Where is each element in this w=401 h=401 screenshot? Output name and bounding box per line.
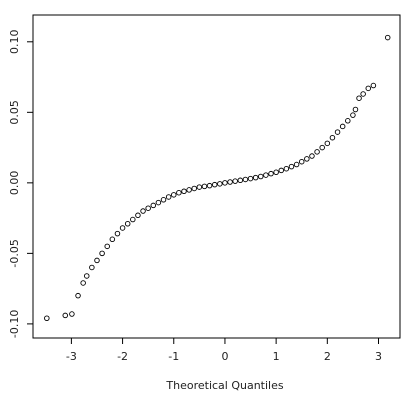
- point: [242, 176, 249, 183]
- point: [350, 112, 356, 118]
- point: [384, 34, 391, 41]
- point: [227, 179, 233, 185]
- point: [104, 243, 110, 250]
- point: [217, 181, 223, 187]
- point: [314, 149, 320, 155]
- point: [370, 82, 377, 89]
- y-tick-label: -0.10: [8, 310, 21, 338]
- point: [263, 172, 269, 178]
- x-axis-label: Theoretical Quantiles: [165, 379, 283, 392]
- point: [252, 174, 259, 181]
- point: [222, 180, 228, 186]
- x-tick-label: 0: [221, 350, 228, 363]
- point: [365, 85, 372, 92]
- point: [211, 181, 218, 188]
- point: [258, 173, 264, 180]
- point: [114, 230, 121, 237]
- point: [191, 185, 197, 192]
- point: [237, 177, 244, 184]
- point: [171, 192, 177, 198]
- point: [165, 194, 172, 200]
- point: [298, 158, 305, 165]
- point: [80, 280, 86, 286]
- point: [278, 167, 284, 174]
- point: [232, 178, 238, 184]
- point: [329, 134, 336, 141]
- y-tick-label: 0.00: [8, 171, 21, 196]
- point: [352, 106, 359, 113]
- point: [89, 264, 95, 271]
- point: [130, 216, 136, 223]
- point: [109, 236, 116, 243]
- plot-box: [32, 14, 401, 339]
- point: [140, 208, 146, 214]
- point: [268, 170, 274, 177]
- point: [145, 205, 151, 211]
- point: [309, 153, 315, 159]
- point: [94, 257, 100, 264]
- point: [288, 163, 295, 170]
- point: [44, 315, 50, 322]
- point: [283, 165, 290, 172]
- point: [356, 95, 362, 101]
- point: [324, 140, 331, 147]
- point: [124, 221, 131, 227]
- x-tick-label: -3: [66, 350, 77, 363]
- point: [181, 188, 187, 195]
- point: [99, 250, 105, 257]
- point: [206, 182, 213, 189]
- y-tick-label: -0.05: [8, 239, 21, 267]
- point: [186, 187, 192, 193]
- point: [247, 175, 254, 182]
- point: [69, 311, 75, 317]
- point: [119, 225, 126, 231]
- point: [135, 212, 141, 219]
- x-tick-label: -2: [117, 350, 128, 363]
- point: [293, 161, 300, 168]
- x-tick-label: -1: [168, 350, 179, 363]
- point: [319, 144, 325, 151]
- x-tick-label: 3: [375, 350, 382, 363]
- point: [334, 129, 341, 135]
- point: [62, 312, 68, 319]
- point: [150, 202, 157, 209]
- point: [201, 183, 208, 190]
- y-tick-label: 0.05: [8, 100, 21, 125]
- point: [304, 156, 310, 162]
- point: [176, 189, 182, 196]
- point: [196, 184, 203, 190]
- x-tick-label: 1: [273, 350, 280, 363]
- y-tick-label: 0.10: [8, 30, 21, 55]
- point: [339, 123, 346, 130]
- point: [345, 118, 351, 124]
- point: [360, 91, 366, 97]
- point: [160, 197, 167, 203]
- point: [155, 199, 162, 206]
- x-tick-label: 2: [324, 350, 331, 363]
- point: [273, 169, 279, 176]
- point: [83, 273, 90, 279]
- point: [75, 292, 81, 299]
